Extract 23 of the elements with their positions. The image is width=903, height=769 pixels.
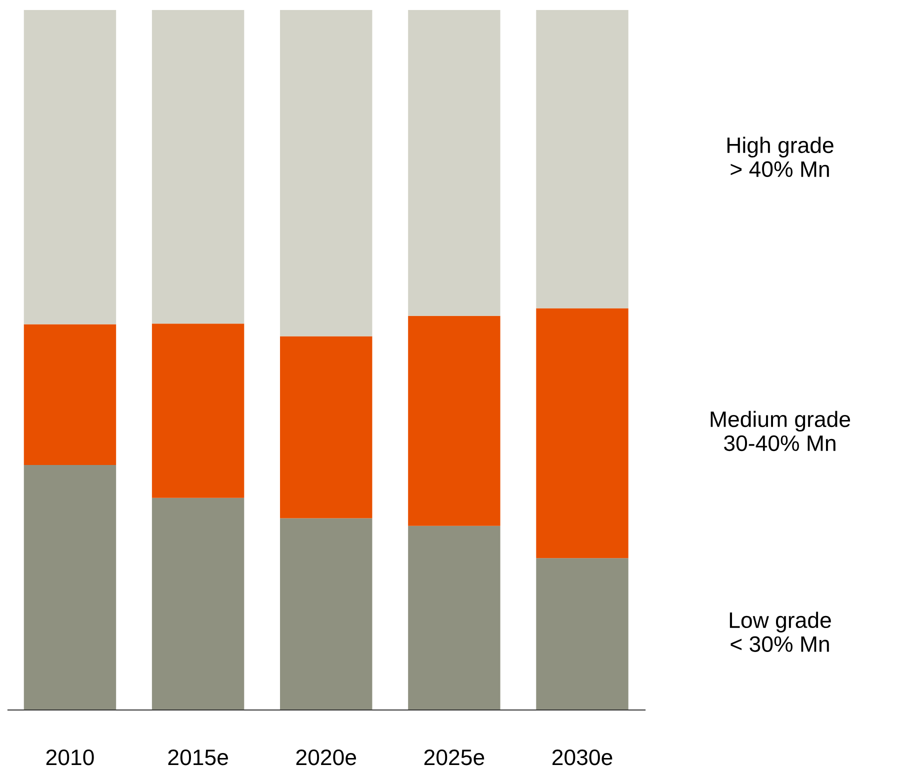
text: High grade > 40% Mn xyxy=(727,136,834,178)
bar xyxy=(536,10,628,308)
bar xyxy=(24,465,116,710)
bar xyxy=(152,324,244,498)
bar xyxy=(408,316,500,526)
text: Medium grade 30-40% Mn xyxy=(710,410,850,452)
x-tick-label: 2030e xyxy=(552,749,612,766)
text: Low grade < 30% Mn xyxy=(730,612,831,652)
bar xyxy=(24,324,116,465)
bar xyxy=(280,518,372,710)
bar xyxy=(408,526,500,710)
bar xyxy=(408,10,500,316)
bar xyxy=(152,10,244,324)
bar xyxy=(280,10,372,336)
bar xyxy=(536,558,628,710)
bar xyxy=(280,336,372,518)
bar xyxy=(152,498,244,710)
x-tick-label: 2020e xyxy=(296,749,356,766)
bar xyxy=(536,308,628,558)
x-tick-label: 2015e xyxy=(168,749,228,766)
x-tick-label: 2025e xyxy=(424,749,484,766)
bar xyxy=(24,10,116,324)
x-tick-label: 2010 xyxy=(46,749,94,766)
